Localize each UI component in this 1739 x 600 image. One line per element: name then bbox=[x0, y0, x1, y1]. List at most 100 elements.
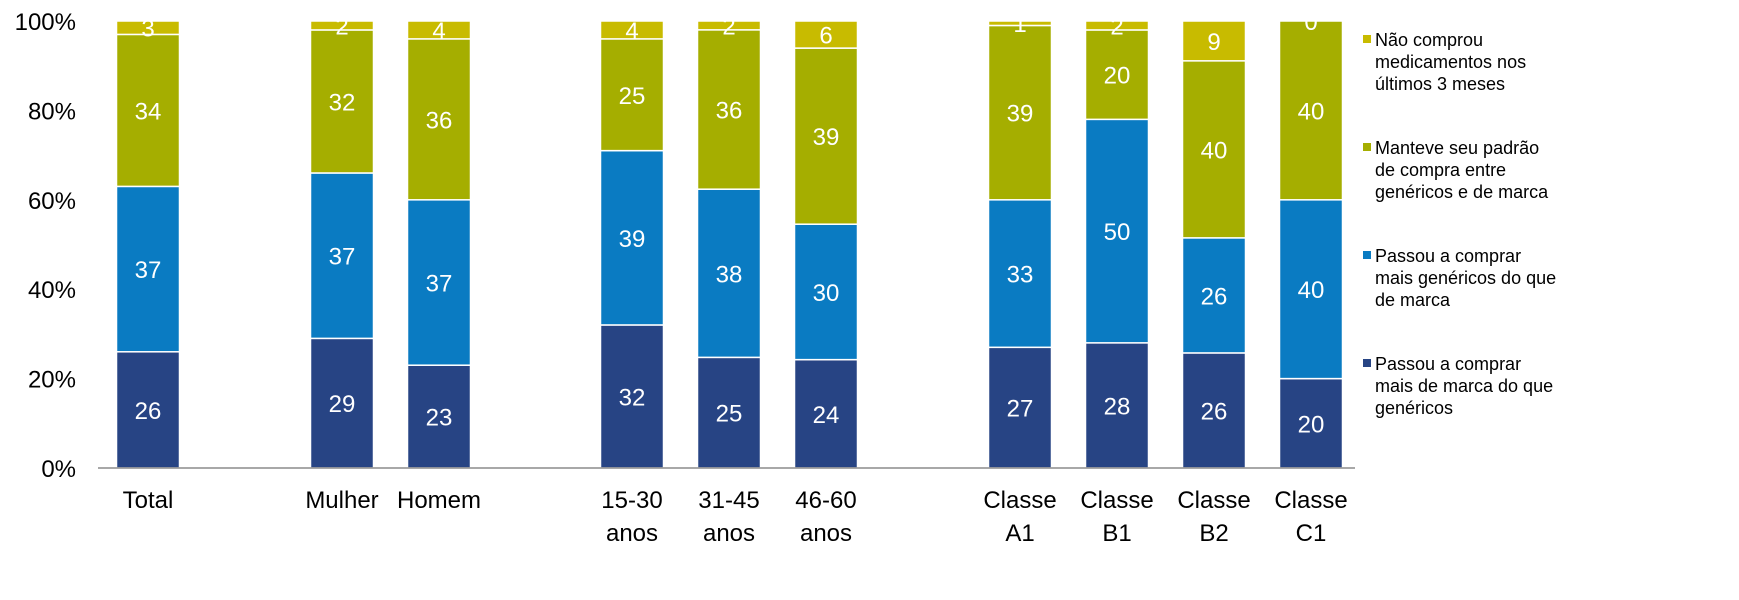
y-tick-label: 80% bbox=[28, 98, 76, 125]
data-label: 36 bbox=[716, 98, 743, 125]
data-label: 26 bbox=[135, 398, 162, 425]
legend-swatch bbox=[1363, 143, 1371, 151]
bar-segment bbox=[1084, 29, 1150, 121]
data-label: 39 bbox=[813, 124, 840, 151]
bar-segment bbox=[406, 364, 472, 469]
data-label: 37 bbox=[329, 244, 356, 271]
bar-segment bbox=[696, 29, 762, 190]
x-tick-label: 46-60 anos bbox=[795, 487, 856, 547]
y-tick-label: 20% bbox=[28, 367, 76, 394]
bar-segment bbox=[1181, 60, 1247, 239]
bar-segment bbox=[1084, 342, 1150, 469]
bar-segment bbox=[309, 29, 375, 174]
bar-segment bbox=[599, 20, 665, 40]
data-label: 2 bbox=[1110, 13, 1123, 40]
data-label: 26 bbox=[1201, 283, 1228, 310]
y-tick-label: 40% bbox=[28, 277, 76, 304]
bar-segment bbox=[115, 351, 181, 469]
x-tick-label: Mulher bbox=[305, 487, 378, 514]
data-label: 39 bbox=[1007, 101, 1034, 128]
data-label: 4 bbox=[432, 18, 445, 45]
data-label: 34 bbox=[135, 98, 162, 125]
data-label: 9 bbox=[1207, 29, 1220, 56]
bar-segment bbox=[793, 20, 859, 49]
data-label: 1 bbox=[1013, 11, 1026, 38]
data-label: 50 bbox=[1104, 219, 1131, 246]
data-label: 25 bbox=[619, 83, 646, 110]
y-tick-label: 60% bbox=[28, 188, 76, 215]
data-label: 40 bbox=[1201, 137, 1228, 164]
bar-segment bbox=[115, 185, 181, 353]
x-tick-label: 31-45 anos bbox=[698, 487, 759, 547]
bar-segment bbox=[1084, 20, 1150, 31]
data-label: 20 bbox=[1298, 411, 1325, 438]
y-tick-label: 100% bbox=[15, 9, 76, 36]
legend-label: Passou a comprar mais genéricos do que de … bbox=[1375, 246, 1556, 310]
data-label: 33 bbox=[1007, 262, 1034, 289]
bar-segment bbox=[115, 20, 181, 36]
data-label: 29 bbox=[329, 391, 356, 418]
bar-segment bbox=[987, 346, 1053, 469]
data-label: 37 bbox=[426, 270, 453, 297]
legend: Não comprou medicamentos nos últimos 3 mes… bbox=[1363, 30, 1556, 418]
legend-label: Manteve seu padrão de compra entre genéric… bbox=[1375, 138, 1549, 202]
bar-segment bbox=[1278, 20, 1344, 201]
x-tick-label: Homem bbox=[397, 487, 481, 514]
data-label: 40 bbox=[1298, 98, 1325, 125]
bar-segment bbox=[309, 20, 375, 31]
data-label: 20 bbox=[1104, 63, 1131, 90]
data-label: 4 bbox=[625, 18, 638, 45]
legend-item: Passou a comprar mais genéricos do que de … bbox=[1363, 246, 1556, 310]
bar-segment bbox=[309, 172, 375, 340]
data-label: 38 bbox=[716, 261, 743, 288]
data-label: 37 bbox=[135, 257, 162, 284]
data-label: 2 bbox=[335, 13, 348, 40]
legend-label: Passou a comprar mais de marca do que gené… bbox=[1375, 354, 1553, 418]
bar-segment bbox=[599, 149, 665, 326]
bar-segment bbox=[696, 356, 762, 469]
y-tick-label: 0% bbox=[41, 456, 76, 483]
legend-label: Não comprou medicamentos nos últimos 3 mes… bbox=[1375, 30, 1526, 94]
y-axis: 0% 20% 40% 60% 80% 100% bbox=[15, 9, 76, 483]
data-label: 28 bbox=[1104, 393, 1131, 420]
data-label: 30 bbox=[813, 280, 840, 307]
data-label: 6 bbox=[819, 23, 832, 50]
bar-segment bbox=[1181, 237, 1247, 354]
x-tick-label: 15-30 anos bbox=[601, 487, 662, 547]
data-label: 2 bbox=[722, 13, 735, 40]
legend-swatch bbox=[1363, 359, 1371, 367]
x-tick-label: Classe C1 bbox=[1274, 487, 1347, 547]
bar-segment bbox=[406, 38, 472, 201]
data-label: 24 bbox=[813, 402, 840, 429]
data-label: 25 bbox=[716, 401, 743, 428]
x-tick-label: Classe B1 bbox=[1080, 487, 1153, 547]
legend-item: Passou a comprar mais de marca do que gené… bbox=[1363, 354, 1553, 418]
bar-segment bbox=[793, 358, 859, 469]
bar-segment bbox=[599, 38, 665, 152]
legend-swatch bbox=[1363, 251, 1371, 259]
legend-item: Manteve seu padrão de compra entre genéric… bbox=[1363, 138, 1549, 202]
bars: 2637343293732223373643239254253836224303… bbox=[115, 9, 1344, 469]
bar-segment bbox=[696, 188, 762, 359]
x-tick-label: Classe A1 bbox=[983, 487, 1056, 547]
data-label: 40 bbox=[1298, 277, 1325, 304]
data-label: 23 bbox=[426, 405, 453, 432]
data-label: 3 bbox=[141, 16, 154, 43]
legend-item: Não comprou medicamentos nos últimos 3 mes… bbox=[1363, 30, 1526, 94]
bar-segment bbox=[1181, 20, 1247, 62]
data-label: 39 bbox=[619, 226, 646, 253]
bar-segment bbox=[793, 223, 859, 361]
bar-segment bbox=[793, 47, 859, 225]
bar-segment bbox=[696, 20, 762, 31]
data-label: 27 bbox=[1007, 396, 1034, 423]
x-axis: Total Mulher Homem 15-30 anos 31-45 anos 46-60 a… bbox=[98, 467, 1355, 547]
bar-segment bbox=[406, 20, 472, 40]
legend-swatch bbox=[1363, 35, 1371, 43]
data-label: 32 bbox=[329, 89, 356, 116]
bar-segment bbox=[987, 24, 1053, 201]
x-tick-label: Total bbox=[123, 487, 174, 514]
bar-segment bbox=[1084, 118, 1150, 344]
data-label: 36 bbox=[426, 107, 453, 134]
x-tick-label: Classe B2 bbox=[1177, 487, 1250, 547]
